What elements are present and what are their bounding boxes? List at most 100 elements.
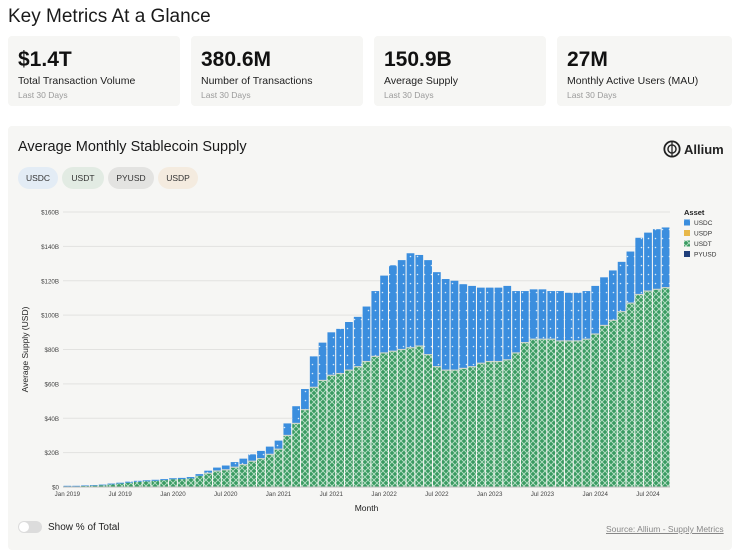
bar-usdt	[362, 361, 371, 487]
bar-usdt	[635, 294, 644, 487]
filter-pill-usdt[interactable]: USDT	[62, 167, 104, 189]
bar-usdt	[415, 346, 424, 487]
kpi-card-average-supply: 150.9B Average Supply Last 30 Days	[374, 36, 546, 106]
bar-separator	[441, 369, 450, 371]
bar-usdt	[230, 467, 239, 487]
bar-usdc	[336, 328, 344, 374]
filter-pill-usdc[interactable]: USDC	[18, 167, 58, 189]
bar-usdt	[591, 334, 600, 487]
bar-separator	[582, 338, 591, 340]
bar-usdc	[292, 406, 300, 424]
bar-usdt	[512, 352, 520, 487]
bar-usdt	[336, 373, 344, 487]
bar-usdt	[371, 356, 380, 487]
bar-usdc	[406, 253, 415, 348]
percent-toggle-row: Show % of Total	[18, 521, 120, 533]
x-tick-label: Jul 2021	[320, 491, 344, 498]
bar-usdc	[327, 332, 336, 376]
bar-usdt	[397, 349, 406, 487]
bar-separator	[564, 340, 573, 342]
bar-usdt	[107, 484, 116, 487]
bar-usdc	[72, 485, 81, 487]
bar-usdc	[547, 291, 556, 340]
bar-usdt	[98, 485, 107, 487]
bar-separator	[617, 311, 626, 313]
bar-usdt	[547, 339, 556, 487]
bar-usdt	[529, 339, 538, 487]
bar-usdc	[512, 291, 520, 353]
bar-separator	[371, 355, 380, 357]
bar-usdt	[459, 368, 468, 487]
bar-usdc	[485, 287, 494, 362]
bar-usdt	[494, 361, 503, 487]
x-tick-label: Jan 2024	[582, 491, 608, 498]
bars	[63, 227, 670, 487]
bar-usdc	[450, 280, 459, 371]
bar-separator	[230, 466, 239, 468]
bar-usdc	[617, 261, 626, 312]
bar-usdc	[63, 485, 72, 487]
bar-usdc	[529, 289, 538, 340]
bar-usdc	[318, 342, 327, 381]
kpi-value: 27M	[567, 48, 608, 71]
percent-toggle[interactable]	[18, 521, 42, 533]
bar-usdt	[327, 375, 336, 487]
bar-separator	[661, 287, 670, 289]
chart-card: Average Monthly Stablecoin Supply Allium…	[8, 126, 732, 550]
x-axis-title: Month	[355, 503, 379, 513]
bar-separator	[520, 342, 529, 344]
bar-usdt	[652, 289, 661, 487]
bar-usdc	[151, 479, 160, 481]
bar-usdt	[564, 340, 573, 487]
bar-usdt	[221, 469, 230, 487]
bar-usdt	[644, 291, 652, 487]
bar-usdt	[406, 347, 415, 487]
y-tick-label: $160B	[41, 210, 59, 217]
toggle-knob	[19, 522, 29, 532]
bar-usdc	[274, 440, 283, 450]
bar-separator	[397, 348, 406, 351]
bar-usdt	[177, 479, 186, 487]
x-tick-label: Jul 2020	[214, 491, 238, 498]
filter-pill-usdp[interactable]: USDP	[158, 167, 198, 189]
bar-separator	[213, 470, 221, 472]
kpi-value: 150.9B	[384, 48, 452, 71]
bar-usdt	[257, 458, 265, 487]
bar-usdc	[661, 227, 670, 288]
bar-usdt	[81, 485, 89, 487]
brand[interactable]: Allium	[663, 140, 724, 158]
filter-pill-pyusd[interactable]: PYUSD	[108, 167, 154, 189]
bar-usdt	[274, 449, 283, 487]
x-tick-label: Jan 2023	[477, 491, 503, 498]
bar-usdc	[564, 292, 573, 341]
bar-usdc	[309, 356, 318, 388]
kpi-card-monthly-active-users: 27M Monthly Active Users (MAU) Last 30 D…	[557, 36, 732, 106]
bar-usdt	[186, 478, 195, 487]
bar-usdt	[468, 366, 476, 487]
bar-usdc	[353, 316, 362, 367]
bar-separator	[573, 340, 582, 342]
bar-separator	[459, 367, 468, 370]
x-tick-label: Jan 2019	[55, 491, 81, 498]
bar-usdc	[362, 306, 371, 362]
kpi-label: Number of Transactions	[201, 75, 313, 87]
x-tick-label: Jul 2022	[425, 491, 449, 498]
bar-usdc	[652, 229, 661, 290]
kpi-card-transaction-volume: $1.4T Total Transaction Volume Last 30 D…	[8, 36, 180, 106]
legend-swatch-usdp	[684, 230, 690, 236]
legend: Asset USDC USDP USDT PYUSD	[684, 208, 717, 259]
bar-usdc	[230, 462, 239, 468]
bar-usdc	[98, 484, 107, 486]
source-link[interactable]: Source: Allium - Supply Metrics	[606, 524, 724, 534]
kpi-period: Last 30 Days	[18, 90, 68, 100]
bar-usdt	[248, 461, 257, 487]
allium-logo-icon	[663, 140, 681, 158]
bar-usdc	[107, 483, 116, 485]
bar-separator	[239, 464, 248, 466]
bar-usdt	[151, 480, 160, 487]
bar-usdc	[538, 289, 547, 340]
legend-label-usdp: USDP	[694, 231, 712, 238]
bar-usdt	[617, 311, 626, 487]
bar-separator	[424, 354, 432, 356]
bar-usdc	[503, 285, 512, 360]
